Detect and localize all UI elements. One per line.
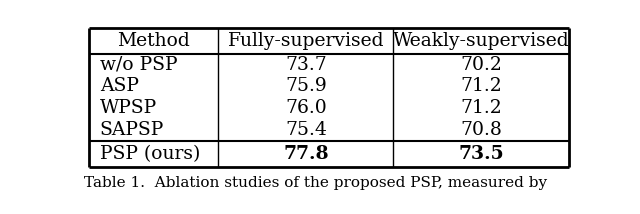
Text: 77.8: 77.8 xyxy=(283,145,329,163)
Text: 73.7: 73.7 xyxy=(285,56,327,74)
Text: Fully-supervised: Fully-supervised xyxy=(228,32,384,50)
Text: 76.0: 76.0 xyxy=(285,99,327,117)
Text: 71.2: 71.2 xyxy=(460,77,502,95)
Text: ASP: ASP xyxy=(100,77,139,95)
Text: 73.5: 73.5 xyxy=(458,145,504,163)
Text: Method: Method xyxy=(117,32,190,50)
Text: SAPSP: SAPSP xyxy=(100,121,164,139)
Text: 70.8: 70.8 xyxy=(460,121,502,139)
Text: 71.2: 71.2 xyxy=(460,99,502,117)
Text: 75.9: 75.9 xyxy=(285,77,327,95)
Text: PSP (ours): PSP (ours) xyxy=(100,145,200,163)
Text: Weakly-supervised: Weakly-supervised xyxy=(393,32,570,50)
Text: WPSP: WPSP xyxy=(100,99,157,117)
Text: w/o PSP: w/o PSP xyxy=(100,56,177,74)
Text: 70.2: 70.2 xyxy=(460,56,502,74)
Text: Table 1.  Ablation studies of the proposed PSP, measured by: Table 1. Ablation studies of the propose… xyxy=(84,176,547,190)
Text: 75.4: 75.4 xyxy=(285,121,327,139)
